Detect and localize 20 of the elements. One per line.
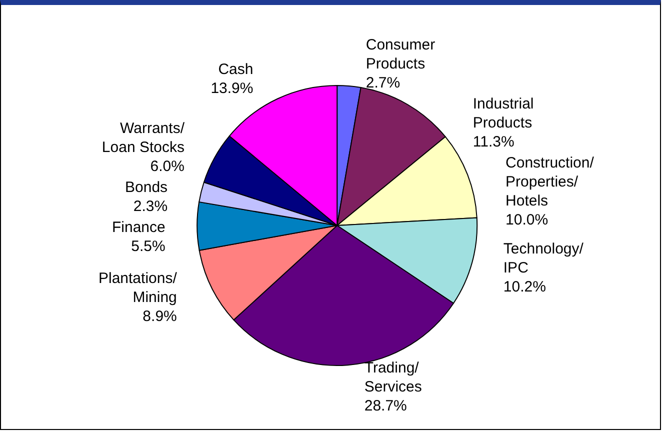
slice-label: Bonds [125, 178, 168, 196]
slice-label: Construction/ Properties/ Hotels [506, 154, 595, 210]
data-label: 5.5% [131, 238, 166, 255]
data-label: 8.9% [142, 308, 177, 325]
slice-label: Consumer Products [366, 36, 436, 73]
data-label: 10.2% [503, 278, 546, 296]
slice-label: Technology/ IPC [503, 240, 584, 277]
data-label: 10.0% [506, 212, 548, 229]
data-label: 11.3% [472, 134, 514, 151]
slice-label: Warrants/ Loan Stocks [102, 120, 186, 156]
slice-label: Industrial Products [472, 96, 534, 132]
data-label: 13.9% [210, 80, 254, 97]
data-label: 2.7% [366, 74, 400, 92]
data-label: 6.0% [150, 158, 184, 175]
data-label: 28.7% [364, 398, 407, 415]
data-label: 2.3% [133, 198, 168, 215]
slice-label: Plantations/ Mining [98, 270, 178, 306]
slice-label: Finance [112, 218, 166, 236]
slice-label: Trading/ Services [364, 360, 422, 396]
slice-label: Cash [218, 60, 254, 78]
